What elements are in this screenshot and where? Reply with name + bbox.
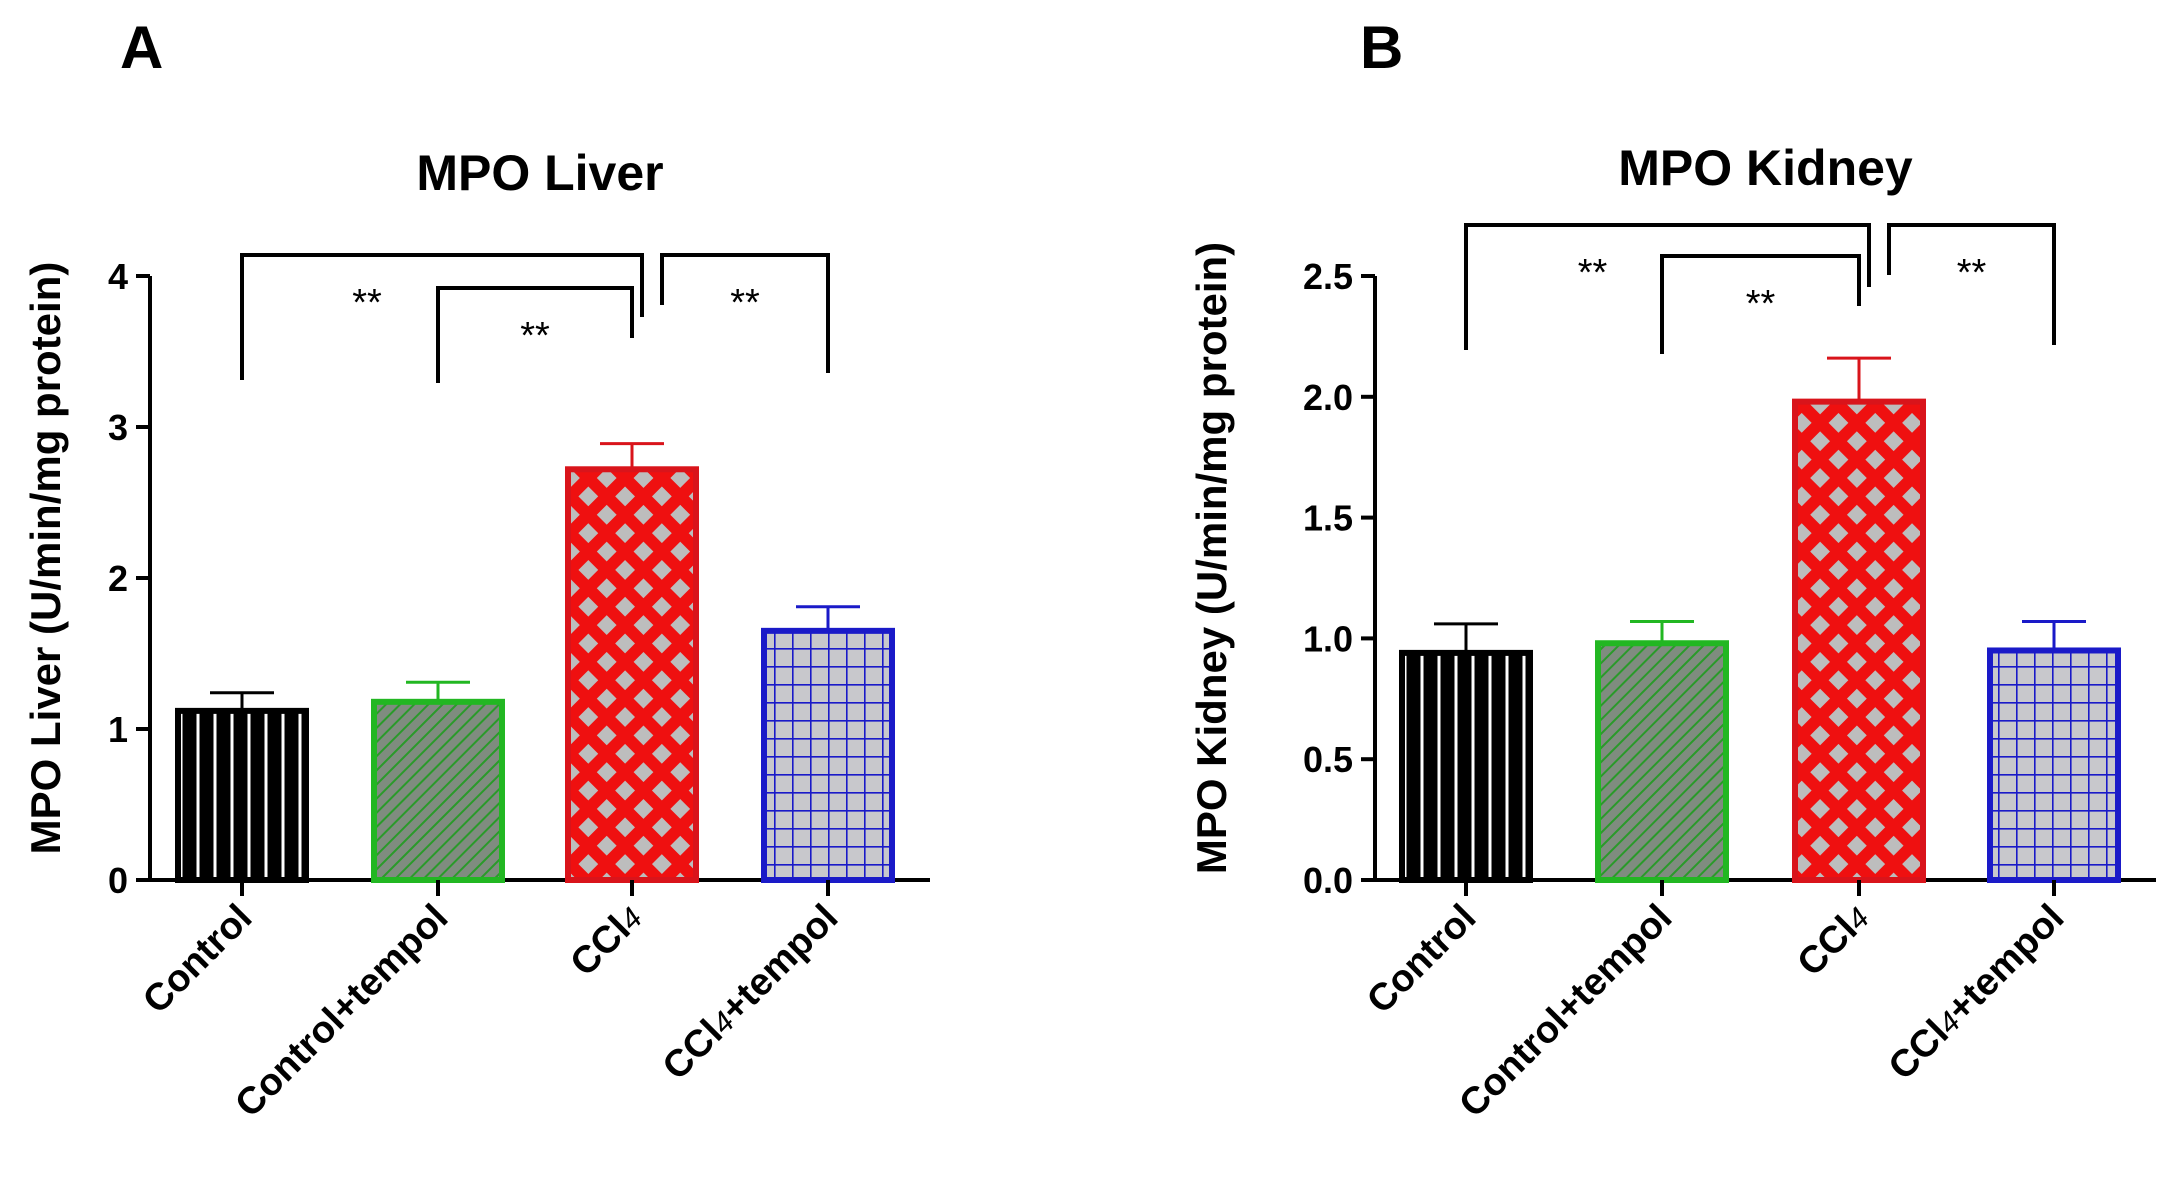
panel-letter: B: [1360, 14, 1403, 81]
bar-ccl4-tempol: [1987, 647, 2121, 883]
chart-panel-a: A MPO Liver MPO Liver (U/min/mg protein) 0 1…: [22, 14, 930, 1126]
bar-control: [175, 707, 309, 883]
y-tick-label: 2: [108, 558, 128, 599]
significance-label: **: [730, 282, 760, 324]
panel-letter: A: [120, 14, 163, 81]
significance-label: **: [1957, 252, 1987, 294]
y-tick-label: 1.5: [1303, 498, 1353, 539]
significance-label: **: [352, 282, 382, 324]
x-category-label: Control+tempol: [227, 897, 456, 1126]
bar-control-tempol: [1595, 640, 1729, 883]
x-category-label: Control: [135, 897, 260, 1022]
y-tick-label: 0: [108, 860, 128, 901]
y-axis-label: MPO Kidney (U/min/mg protein): [1188, 242, 1235, 874]
significance-bracket: [1660, 254, 1861, 354]
bar-ccl4: [1792, 398, 1926, 883]
x-category-label: CCl4+tempol: [1881, 897, 2073, 1089]
y-tick-label: 1.0: [1303, 618, 1353, 659]
chart-title: MPO Kidney: [1618, 140, 1913, 196]
significance-bracket: [1887, 223, 2056, 345]
y-tick-label: 4: [108, 256, 128, 297]
significance-bracket: [240, 253, 644, 380]
y-tick-label: 0.0: [1303, 860, 1353, 901]
chart-panel-b: B MPO Kidney MPO Kidney (U/min/mg protein)…: [1188, 14, 2156, 1126]
bar-ccl4-tempol: [761, 627, 895, 883]
bar-control: [1399, 649, 1533, 883]
x-category-label: Control: [1359, 897, 1484, 1022]
x-category-label: CCl4: [1790, 897, 1878, 985]
x-category-label: CCl4: [563, 897, 651, 985]
y-tick-label: 0.5: [1303, 739, 1353, 780]
y-axis-label: MPO Liver (U/min/mg protein): [22, 262, 69, 855]
significance-label: **: [1746, 283, 1776, 325]
bar-ccl4: [565, 466, 699, 883]
y-tick-label: 2.5: [1303, 256, 1353, 297]
y-tick-label: 3: [108, 407, 128, 448]
significance-label: **: [520, 315, 550, 357]
significance-bracket: [436, 286, 634, 383]
y-tick-label: 2.0: [1303, 377, 1353, 418]
y-tick-label: 1: [108, 709, 128, 750]
x-category-label: CCl4+tempol: [655, 897, 847, 1089]
x-category-label: Control+tempol: [1451, 897, 1680, 1126]
chart-title: MPO Liver: [416, 145, 663, 201]
significance-label: **: [1578, 252, 1608, 294]
significance-bracket: [660, 253, 830, 373]
significance-bracket: [1464, 223, 1871, 350]
bar-control-tempol: [371, 698, 505, 883]
